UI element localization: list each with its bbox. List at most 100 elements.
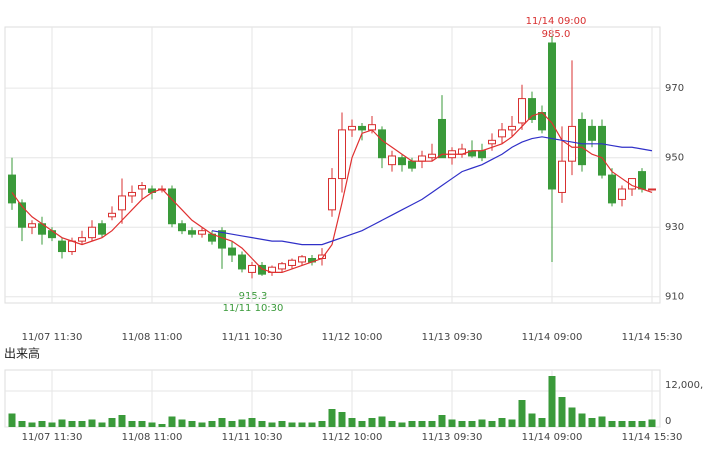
candle-body <box>588 125 596 141</box>
candle-body <box>498 129 506 138</box>
volume-bar <box>408 421 416 427</box>
candle-body <box>618 188 626 200</box>
volume-bar <box>248 418 256 427</box>
volume-bar <box>268 422 276 427</box>
ma-line <box>211 136 653 246</box>
volume-bar <box>498 418 506 427</box>
x-tick-label: 11/11 10:30 <box>222 432 283 443</box>
candle-body <box>128 191 136 197</box>
y-tick-label: 910 <box>665 292 684 303</box>
candle-body <box>248 264 256 273</box>
volume-bar <box>628 421 636 427</box>
x-tick-label: 11/07 11:30 <box>22 332 83 343</box>
x-tick-label: 11/12 10:00 <box>322 332 383 343</box>
candle-body <box>528 98 536 120</box>
candle-body <box>68 240 76 253</box>
volume-bar <box>178 419 186 427</box>
volume-bar <box>568 407 576 427</box>
candle-body <box>18 202 26 228</box>
candle-body <box>118 195 126 211</box>
volume-bar <box>488 421 496 427</box>
candle-body <box>338 129 346 180</box>
candle-body <box>78 237 86 242</box>
candle-body <box>568 125 576 162</box>
candle-body <box>508 125 516 131</box>
candle-body <box>98 223 106 235</box>
x-tick-label: 11/08 11:00 <box>122 432 183 443</box>
x-tick-label: 11/14 09:00 <box>522 432 583 443</box>
volume-bar <box>298 422 306 427</box>
volume-bar <box>138 421 146 427</box>
volume-bar <box>468 421 476 427</box>
candle-body <box>648 188 656 191</box>
volume-bar <box>528 413 536 427</box>
volume-bar <box>88 419 96 427</box>
y-tick-label: 12,000,000 <box>665 380 703 391</box>
volume-bar <box>588 418 596 427</box>
volume-bar <box>308 422 316 427</box>
volume-bar <box>228 421 236 427</box>
volume-bar <box>108 418 116 427</box>
volume-label: 出来高 <box>4 346 40 361</box>
volume-bar <box>8 413 16 427</box>
high-value: 985.0 <box>542 29 571 40</box>
candle-body <box>418 155 426 162</box>
candle-body <box>108 212 116 218</box>
high-time: 11/14 09:00 <box>526 16 587 27</box>
x-tick-label: 11/14 09:00 <box>522 332 583 343</box>
volume-bar <box>458 421 466 427</box>
candle-body <box>278 263 286 270</box>
y-tick-label: 930 <box>665 222 684 233</box>
volume-bar <box>518 400 526 427</box>
volume-bar <box>438 415 446 427</box>
candle-body <box>478 150 486 159</box>
volume-bar <box>448 419 456 427</box>
volume-bar <box>548 376 556 427</box>
candle-body <box>518 98 526 124</box>
volume-bar <box>118 415 126 427</box>
candle-body <box>598 125 606 176</box>
candle-body <box>328 178 336 211</box>
volume-bar <box>28 422 36 427</box>
volume-bar <box>288 422 296 427</box>
volume-bar <box>208 421 216 427</box>
volume-bar <box>578 413 586 427</box>
price-panel <box>4 26 661 304</box>
volume-bar <box>358 421 366 427</box>
candle-body <box>138 185 146 190</box>
volume-bar <box>538 418 546 427</box>
volume-bar <box>368 418 376 427</box>
volume-bar <box>378 416 386 427</box>
candle-body <box>548 42 556 190</box>
volume-bar <box>338 412 346 427</box>
x-tick-label: 11/07 11:30 <box>22 432 83 443</box>
candle-body <box>388 155 396 166</box>
candle-body <box>168 188 176 225</box>
volume-bar <box>98 422 106 427</box>
x-tick-label: 11/11 10:30 <box>222 332 283 343</box>
volume-bar <box>348 418 356 427</box>
y-tick-label: 970 <box>665 83 684 94</box>
volume-bar <box>618 421 626 427</box>
y-tick-label: 0 <box>665 416 671 427</box>
volume-bar <box>638 421 646 427</box>
volume-bar <box>418 421 426 427</box>
candle-body <box>188 230 196 235</box>
candle-body <box>348 125 356 131</box>
candle-body <box>238 254 246 270</box>
volume-bar <box>608 421 616 427</box>
volume-bar <box>328 409 336 427</box>
volume-bar <box>18 421 26 427</box>
volume-bar <box>278 421 286 427</box>
x-tick-label: 11/14 15:30 <box>622 332 683 343</box>
volume-bar <box>128 421 136 427</box>
candle-body <box>408 160 416 169</box>
volume-bar <box>68 421 76 427</box>
volume-bar <box>48 422 56 427</box>
volume-bar <box>398 422 406 427</box>
candle-body <box>438 118 446 159</box>
candle-body <box>288 259 296 266</box>
volume-bar <box>168 416 176 427</box>
y-tick-label: 950 <box>665 153 684 164</box>
